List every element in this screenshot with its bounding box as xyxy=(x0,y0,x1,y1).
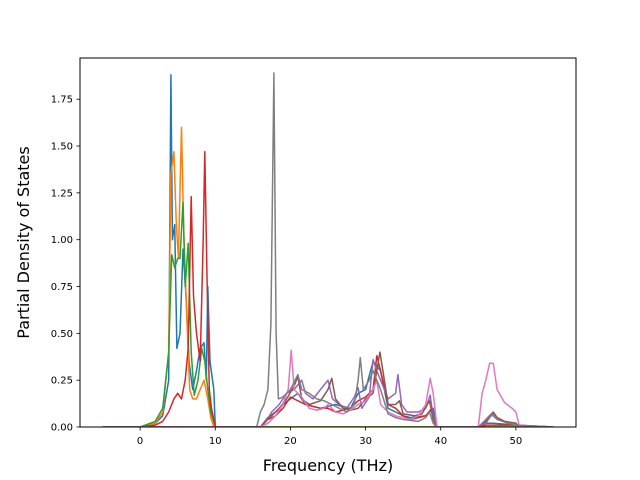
y-tick-label: 0.25 xyxy=(51,376,73,387)
y-tick-label: 0.00 xyxy=(51,423,73,434)
series-layer xyxy=(102,72,554,427)
series-line-7 xyxy=(102,349,554,427)
x-axis: 0 10 20 30 40 50 xyxy=(137,427,522,447)
y-tick-label: 1.00 xyxy=(51,235,73,246)
y-tick-label: 1.50 xyxy=(51,142,73,153)
x-tick-label: 10 xyxy=(209,436,222,447)
series-line-6 xyxy=(102,351,554,427)
y-axis-label: Partial Density of States xyxy=(14,146,33,338)
y-axis: 0.00 0.25 0.50 0.75 1.00 1.25 1.50 1.75 xyxy=(51,95,80,434)
series-line-8 xyxy=(102,72,554,427)
series-line-4 xyxy=(102,150,554,427)
series-line-3 xyxy=(102,201,554,427)
y-tick-label: 0.75 xyxy=(51,282,73,293)
x-tick-label: 0 xyxy=(137,436,143,447)
x-tick-label: 40 xyxy=(434,436,447,447)
plot-frame xyxy=(79,57,577,428)
x-axis-label: Frequency (THz) xyxy=(263,456,393,475)
x-tick-label: 20 xyxy=(284,436,297,447)
y-tick-label: 1.25 xyxy=(51,188,73,199)
y-tick-label: 0.50 xyxy=(51,329,73,340)
x-tick-label: 50 xyxy=(510,436,523,447)
y-tick-label: 1.75 xyxy=(51,95,73,106)
x-tick-label: 30 xyxy=(359,436,372,447)
